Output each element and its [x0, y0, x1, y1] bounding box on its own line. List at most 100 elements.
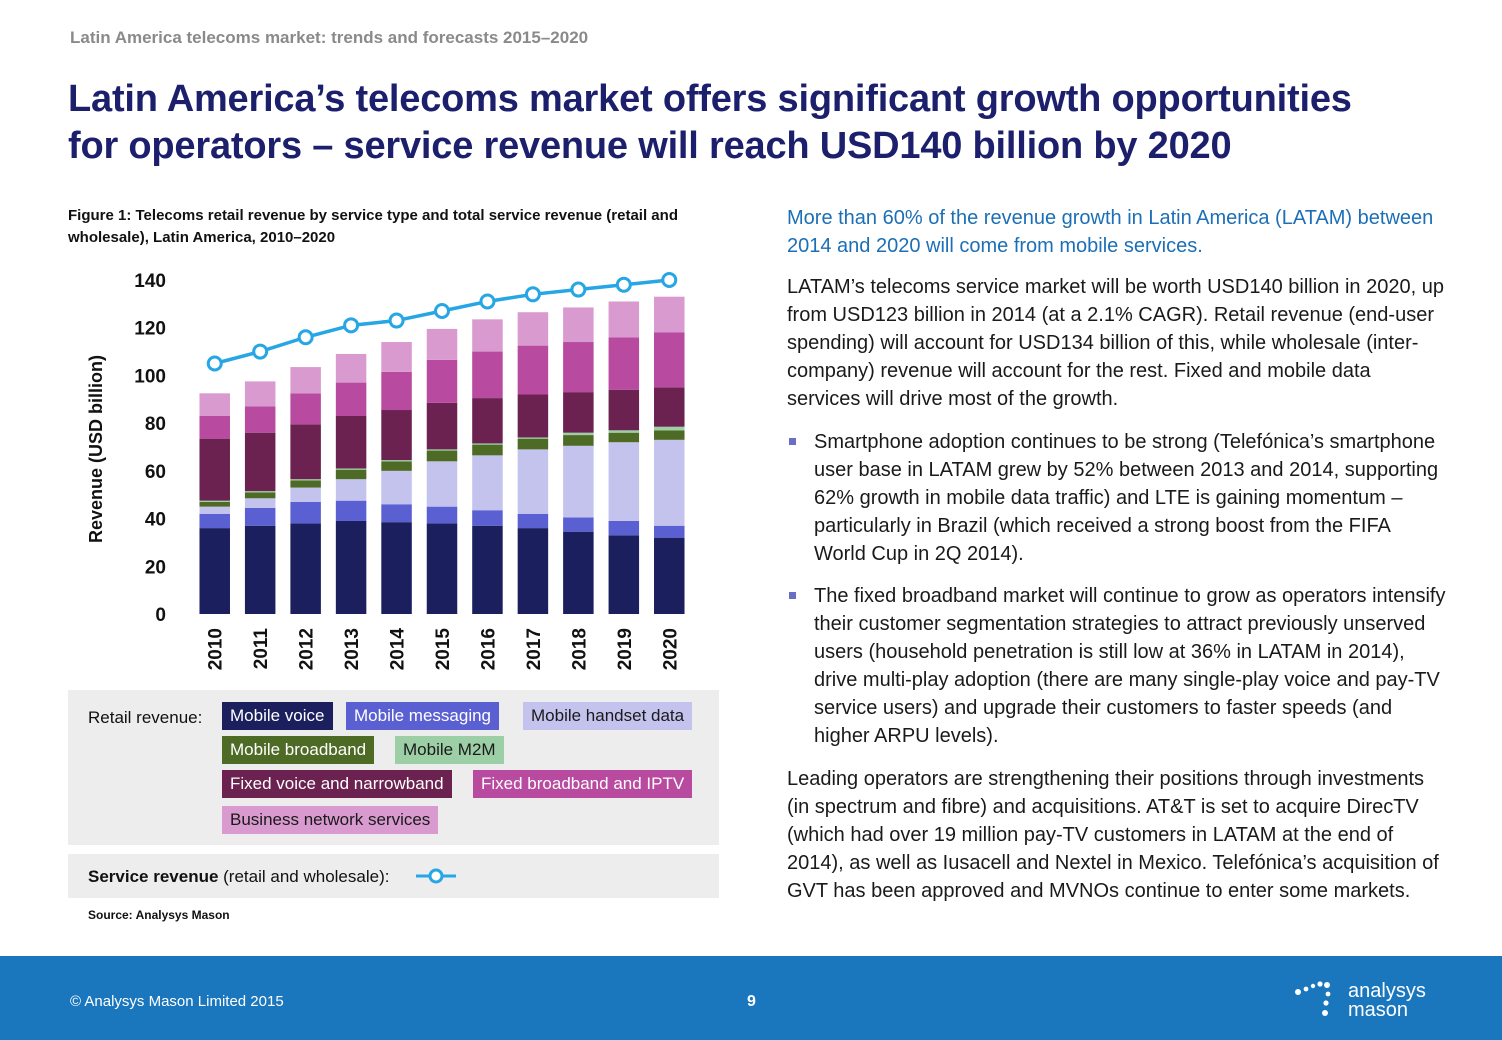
bar-segment-business-network-services-2011	[244, 381, 276, 407]
bar-segment-mobile-m2m-2018	[563, 432, 594, 436]
legend-item-fixed-broadband-and-iptv: Fixed broadband and IPTV	[473, 770, 693, 798]
bar-segment-fixed-broadband-and-iptv-2011	[244, 406, 276, 433]
y-axis-title: Revenue (USD billion)	[86, 355, 106, 543]
lead-text: More than 60% of the revenue growth in L…	[787, 207, 1434, 257]
bar-segment-mobile-handset-data-2011	[244, 498, 276, 508]
legend-retail-label: Retail revenue:	[88, 708, 203, 727]
y-tick-label: 60	[145, 462, 166, 483]
bar-segment-mobile-handset-data-2017	[517, 449, 549, 514]
body-paragraph-2: Leading operators are strengthening thei…	[787, 768, 1439, 902]
bar-segment-mobile-handset-data-2019	[608, 442, 640, 521]
bar-segment-business-network-services-2019	[608, 301, 640, 338]
x-tick-label: 2015	[433, 628, 454, 671]
service-revenue-point-2020	[661, 272, 678, 288]
bar-segment-fixed-broadband-and-iptv-2012	[290, 393, 321, 425]
legend-item-business-network-services: Business network services	[222, 806, 439, 834]
body-paragraph-1: LATAM’s telecoms service market will be …	[787, 276, 1444, 410]
x-tick-label: 2017	[524, 628, 545, 670]
service-revenue-point-2010	[206, 355, 223, 372]
bar-segment-mobile-voice-2013	[335, 520, 367, 614]
bullet-text-1: Smartphone adoption continues to be stro…	[814, 431, 1439, 565]
x-tick-label: 2011	[251, 628, 272, 670]
bar-segment-mobile-m2m-2019	[608, 430, 640, 433]
bar-segment-fixed-voice-and-narrowband-2015	[426, 402, 458, 450]
bar-segment-business-network-services-2015	[426, 328, 458, 360]
bar-segment-business-network-services-2017	[517, 312, 549, 346]
bar-segment-mobile-m2m-2017	[517, 437, 549, 439]
bar-segment-fixed-broadband-and-iptv-2010	[199, 415, 230, 439]
bar-segment-mobile-voice-2017	[517, 528, 549, 614]
bar-segment-mobile-messaging-2019	[608, 520, 640, 536]
y-tick-label: 20	[145, 557, 166, 578]
legend-service-label: Service revenue (retail and wholesale):	[88, 867, 389, 887]
page-number: 9	[747, 993, 756, 1010]
bar-segment-mobile-voice-2014	[381, 522, 412, 614]
bar-segment-mobile-voice-2015	[426, 523, 458, 614]
brand-word-2: mason	[1348, 999, 1409, 1021]
bar-segment-mobile-voice-2010	[199, 528, 230, 614]
bar-segment-mobile-m2m-2010	[199, 500, 230, 502]
y-tick-label: 0	[155, 605, 166, 626]
bar-segment-fixed-voice-and-narrowband-2016	[472, 398, 503, 444]
bar-segment-fixed-voice-and-narrowband-2013	[335, 415, 367, 469]
running-head: Latin America telecoms market: trends an…	[70, 28, 589, 47]
bullet-item-1: Smartphone adoption continues to be stro…	[787, 428, 1447, 568]
service-revenue-point-2015	[434, 303, 450, 320]
x-tick-label: 2013	[342, 628, 363, 670]
bar-segment-fixed-voice-and-narrowband-2019	[608, 389, 640, 431]
bar-segment-mobile-m2m-2020	[654, 426, 685, 431]
legend-item-fixed-voice-and-narrowband: Fixed voice and narrowband	[222, 770, 452, 798]
bar-segment-fixed-voice-and-narrowband-2017	[517, 394, 549, 438]
bar-segment-mobile-m2m-2013	[335, 468, 367, 470]
bar-segment-mobile-voice-2012	[290, 523, 321, 614]
bar-segment-mobile-broadband-2013	[335, 469, 367, 480]
bar-segment-mobile-m2m-2011	[244, 491, 276, 493]
bar-segment-fixed-broadband-and-iptv-2017	[517, 345, 549, 395]
revenue-chart: Revenue (USD billion) 0 20 40 60 80 100 120 140…	[86, 271, 685, 671]
y-tick-label: 120	[134, 319, 166, 340]
bar-segment-mobile-handset-data-2015	[426, 461, 458, 507]
bar-segment-mobile-messaging-2015	[426, 506, 458, 524]
bar-segment-mobile-messaging-2010	[199, 513, 230, 529]
x-tick-label: 2019	[615, 628, 636, 670]
bar-segment-mobile-broadband-2018	[563, 435, 594, 446]
figure-caption-line-2: wholesale), Latin America, 2010–2020	[68, 229, 336, 246]
bullet-square-icon	[789, 438, 796, 445]
bar-segment-mobile-broadband-2011	[244, 492, 276, 499]
bar-segment-mobile-voice-2016	[472, 525, 503, 614]
bullet-item-2: The fixed broadband market will continue…	[787, 582, 1447, 750]
bar-segment-mobile-broadband-2015	[426, 450, 458, 462]
bar-segment-mobile-handset-data-2012	[290, 487, 321, 502]
page-title: Latin America’s telecoms market offers s…	[68, 76, 1468, 170]
bar-segment-fixed-broadband-and-iptv-2019	[608, 337, 640, 390]
y-tick-label: 140	[134, 271, 166, 292]
figure-source: Source: Analysys Mason	[88, 908, 230, 922]
bar-segment-mobile-handset-data-2013	[335, 479, 367, 501]
bar-segment-mobile-broadband-2010	[199, 501, 230, 507]
x-tick-label: 2020	[660, 628, 681, 670]
bar-segment-business-network-services-2010	[199, 393, 230, 416]
x-tick-label: 2018	[569, 628, 590, 670]
bar-segment-business-network-services-2014	[381, 342, 412, 372]
service-revenue-point-2014	[388, 312, 405, 329]
service-revenue-point-2019	[615, 276, 632, 293]
legend-item-mobile-voice: Mobile voice	[222, 702, 333, 730]
bar-segment-business-network-services-2012	[290, 367, 321, 394]
bar-segment-mobile-broadband-2012	[290, 480, 321, 488]
brand-word-1: analysys	[1348, 980, 1426, 1002]
bar-segment-mobile-handset-data-2020	[654, 439, 685, 526]
x-tick-label: 2014	[388, 628, 409, 671]
x-tick-label: 2010	[206, 628, 227, 670]
bar-segment-mobile-m2m-2015	[426, 449, 458, 451]
bar-segment-fixed-broadband-and-iptv-2020	[654, 332, 685, 388]
legend-service-label-rest: (retail and wholesale):	[218, 867, 390, 886]
bar-segment-mobile-messaging-2020	[654, 525, 685, 538]
service-revenue-point-2016	[479, 293, 496, 310]
page-title-line-2: for operators – service revenue will rea…	[68, 125, 1232, 167]
bar-segment-mobile-messaging-2014	[381, 504, 412, 523]
bullet-text-2: The fixed broadband market will continue…	[814, 585, 1446, 747]
y-tick-label: 40	[145, 510, 166, 531]
bar-segment-mobile-handset-data-2014	[381, 470, 412, 505]
x-tick-label: 2016	[478, 628, 499, 670]
bar-segment-mobile-voice-2011	[244, 525, 276, 614]
